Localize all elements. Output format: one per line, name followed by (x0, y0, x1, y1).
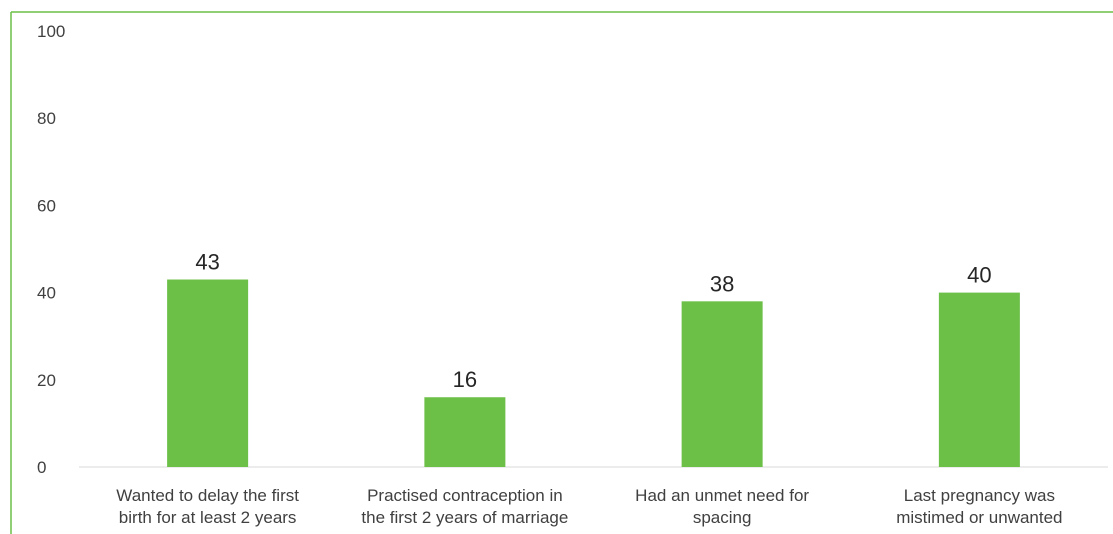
x-category-label: Practised contraception in (367, 486, 563, 505)
bar (424, 397, 506, 467)
x-category-label: birth for at least 2 years (119, 508, 297, 527)
bar (167, 279, 249, 467)
x-category-label: Wanted to delay the first (116, 486, 299, 505)
y-tick-label: 40 (37, 284, 56, 303)
y-tick-label: 100 (37, 22, 65, 41)
y-tick-label: 80 (37, 109, 56, 128)
x-category-label: Last pregnancy was (904, 486, 1055, 505)
x-category-label: Had an unmet need for (635, 486, 809, 505)
bars-group (167, 279, 1020, 467)
data-labels-group: 43 16 38 40 (195, 250, 991, 393)
bar (681, 301, 763, 467)
bar-value-label: 38 (710, 271, 734, 296)
x-category-label: the first 2 years of marriage (361, 508, 568, 527)
bar (938, 292, 1020, 467)
bar-value-label: 16 (453, 367, 477, 392)
y-tick-label: 60 (37, 196, 56, 215)
y-tick-label: 0 (37, 458, 46, 477)
bar-value-label: 40 (967, 263, 991, 288)
x-category-label: spacing (693, 508, 752, 527)
bar-value-label: 43 (195, 250, 219, 275)
x-category-label: mistimed or unwanted (896, 508, 1062, 527)
category-labels-group: Wanted to delay the first birth for at le… (116, 486, 1062, 527)
y-axis-ticks: 0 20 40 60 80 100 (37, 22, 65, 477)
y-tick-label: 20 (37, 371, 56, 390)
